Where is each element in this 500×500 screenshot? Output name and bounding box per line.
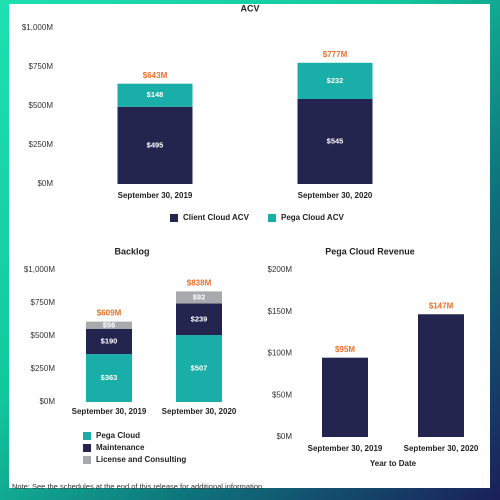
legend-swatch bbox=[83, 444, 91, 452]
legend-label: Maintenance bbox=[96, 443, 145, 452]
legend-label: Client Cloud ACV bbox=[183, 213, 250, 222]
value-label: $363 bbox=[101, 373, 118, 382]
total-label: $643M bbox=[143, 71, 168, 80]
y-tick-label: $250M bbox=[29, 140, 54, 149]
chart-title: ACV bbox=[240, 3, 259, 13]
x-tick-label: September 30, 2019 bbox=[118, 191, 193, 200]
y-tick-label: $500M bbox=[31, 331, 56, 340]
bar-segment bbox=[117, 83, 193, 107]
value-label: $92 bbox=[193, 292, 206, 301]
total-label: $609M bbox=[97, 309, 122, 318]
legend-label: Pega Cloud ACV bbox=[281, 213, 344, 222]
legend-label: Pega Cloud bbox=[96, 431, 140, 440]
x-tick-label: September 30, 2020 bbox=[298, 191, 373, 200]
chart-title: Backlog bbox=[114, 246, 149, 256]
y-tick-label: $250M bbox=[31, 364, 56, 373]
y-tick-label: $50M bbox=[272, 390, 292, 399]
x-tick-label: September 30, 2020 bbox=[404, 444, 479, 453]
x-axis-label: Year to Date bbox=[370, 459, 417, 468]
y-tick-label: $500M bbox=[29, 101, 54, 110]
x-tick-label: September 30, 2019 bbox=[308, 444, 383, 453]
bar bbox=[418, 314, 464, 437]
note: Note: See the schedules at the end of th… bbox=[12, 482, 264, 491]
value-label: $507 bbox=[191, 364, 208, 373]
y-tick-label: $0M bbox=[276, 432, 292, 441]
y-tick-label: $0M bbox=[37, 179, 53, 188]
y-tick-label: $0M bbox=[39, 397, 55, 406]
legend-swatch bbox=[268, 214, 276, 222]
value-label: $147M bbox=[429, 301, 454, 310]
bar-segment bbox=[297, 62, 373, 99]
bar-segment bbox=[176, 303, 222, 336]
total-label: $838M bbox=[187, 278, 212, 287]
value-label: $495 bbox=[147, 140, 164, 149]
y-tick-label: $750M bbox=[29, 62, 54, 71]
x-tick-label: September 30, 2020 bbox=[162, 407, 237, 416]
bar-segment bbox=[176, 291, 222, 304]
bar-segment bbox=[86, 329, 132, 355]
value-label: $148 bbox=[147, 90, 164, 99]
legend-swatch bbox=[170, 214, 178, 222]
bar-segment bbox=[117, 106, 193, 184]
legend-swatch bbox=[83, 432, 91, 440]
bar bbox=[322, 357, 368, 437]
value-label: $95M bbox=[335, 345, 355, 354]
legend-label: License and Consulting bbox=[96, 455, 186, 464]
chart-title: Pega Cloud Revenue bbox=[325, 246, 415, 256]
y-tick-label: $750M bbox=[31, 298, 56, 307]
value-label: $232 bbox=[327, 76, 344, 85]
value-label: $545 bbox=[327, 136, 344, 145]
bar-segment bbox=[176, 335, 222, 402]
total-label: $777M bbox=[323, 50, 348, 59]
y-tick-label: $100M bbox=[268, 349, 293, 358]
x-tick-label: September 30, 2019 bbox=[72, 407, 147, 416]
bar-segment bbox=[86, 321, 132, 330]
bar-segment bbox=[297, 98, 373, 184]
legend-swatch bbox=[83, 456, 91, 464]
value-label: $190 bbox=[101, 337, 118, 346]
value-label: $239 bbox=[191, 314, 208, 323]
y-tick-label: $200M bbox=[268, 265, 293, 274]
bar-segment bbox=[86, 354, 132, 402]
y-tick-label: $1,000M bbox=[24, 265, 55, 274]
panel bbox=[9, 4, 490, 488]
value-label: $56 bbox=[103, 320, 116, 329]
y-tick-label: $150M bbox=[268, 307, 293, 316]
y-tick-label: $1,000M bbox=[22, 23, 53, 32]
